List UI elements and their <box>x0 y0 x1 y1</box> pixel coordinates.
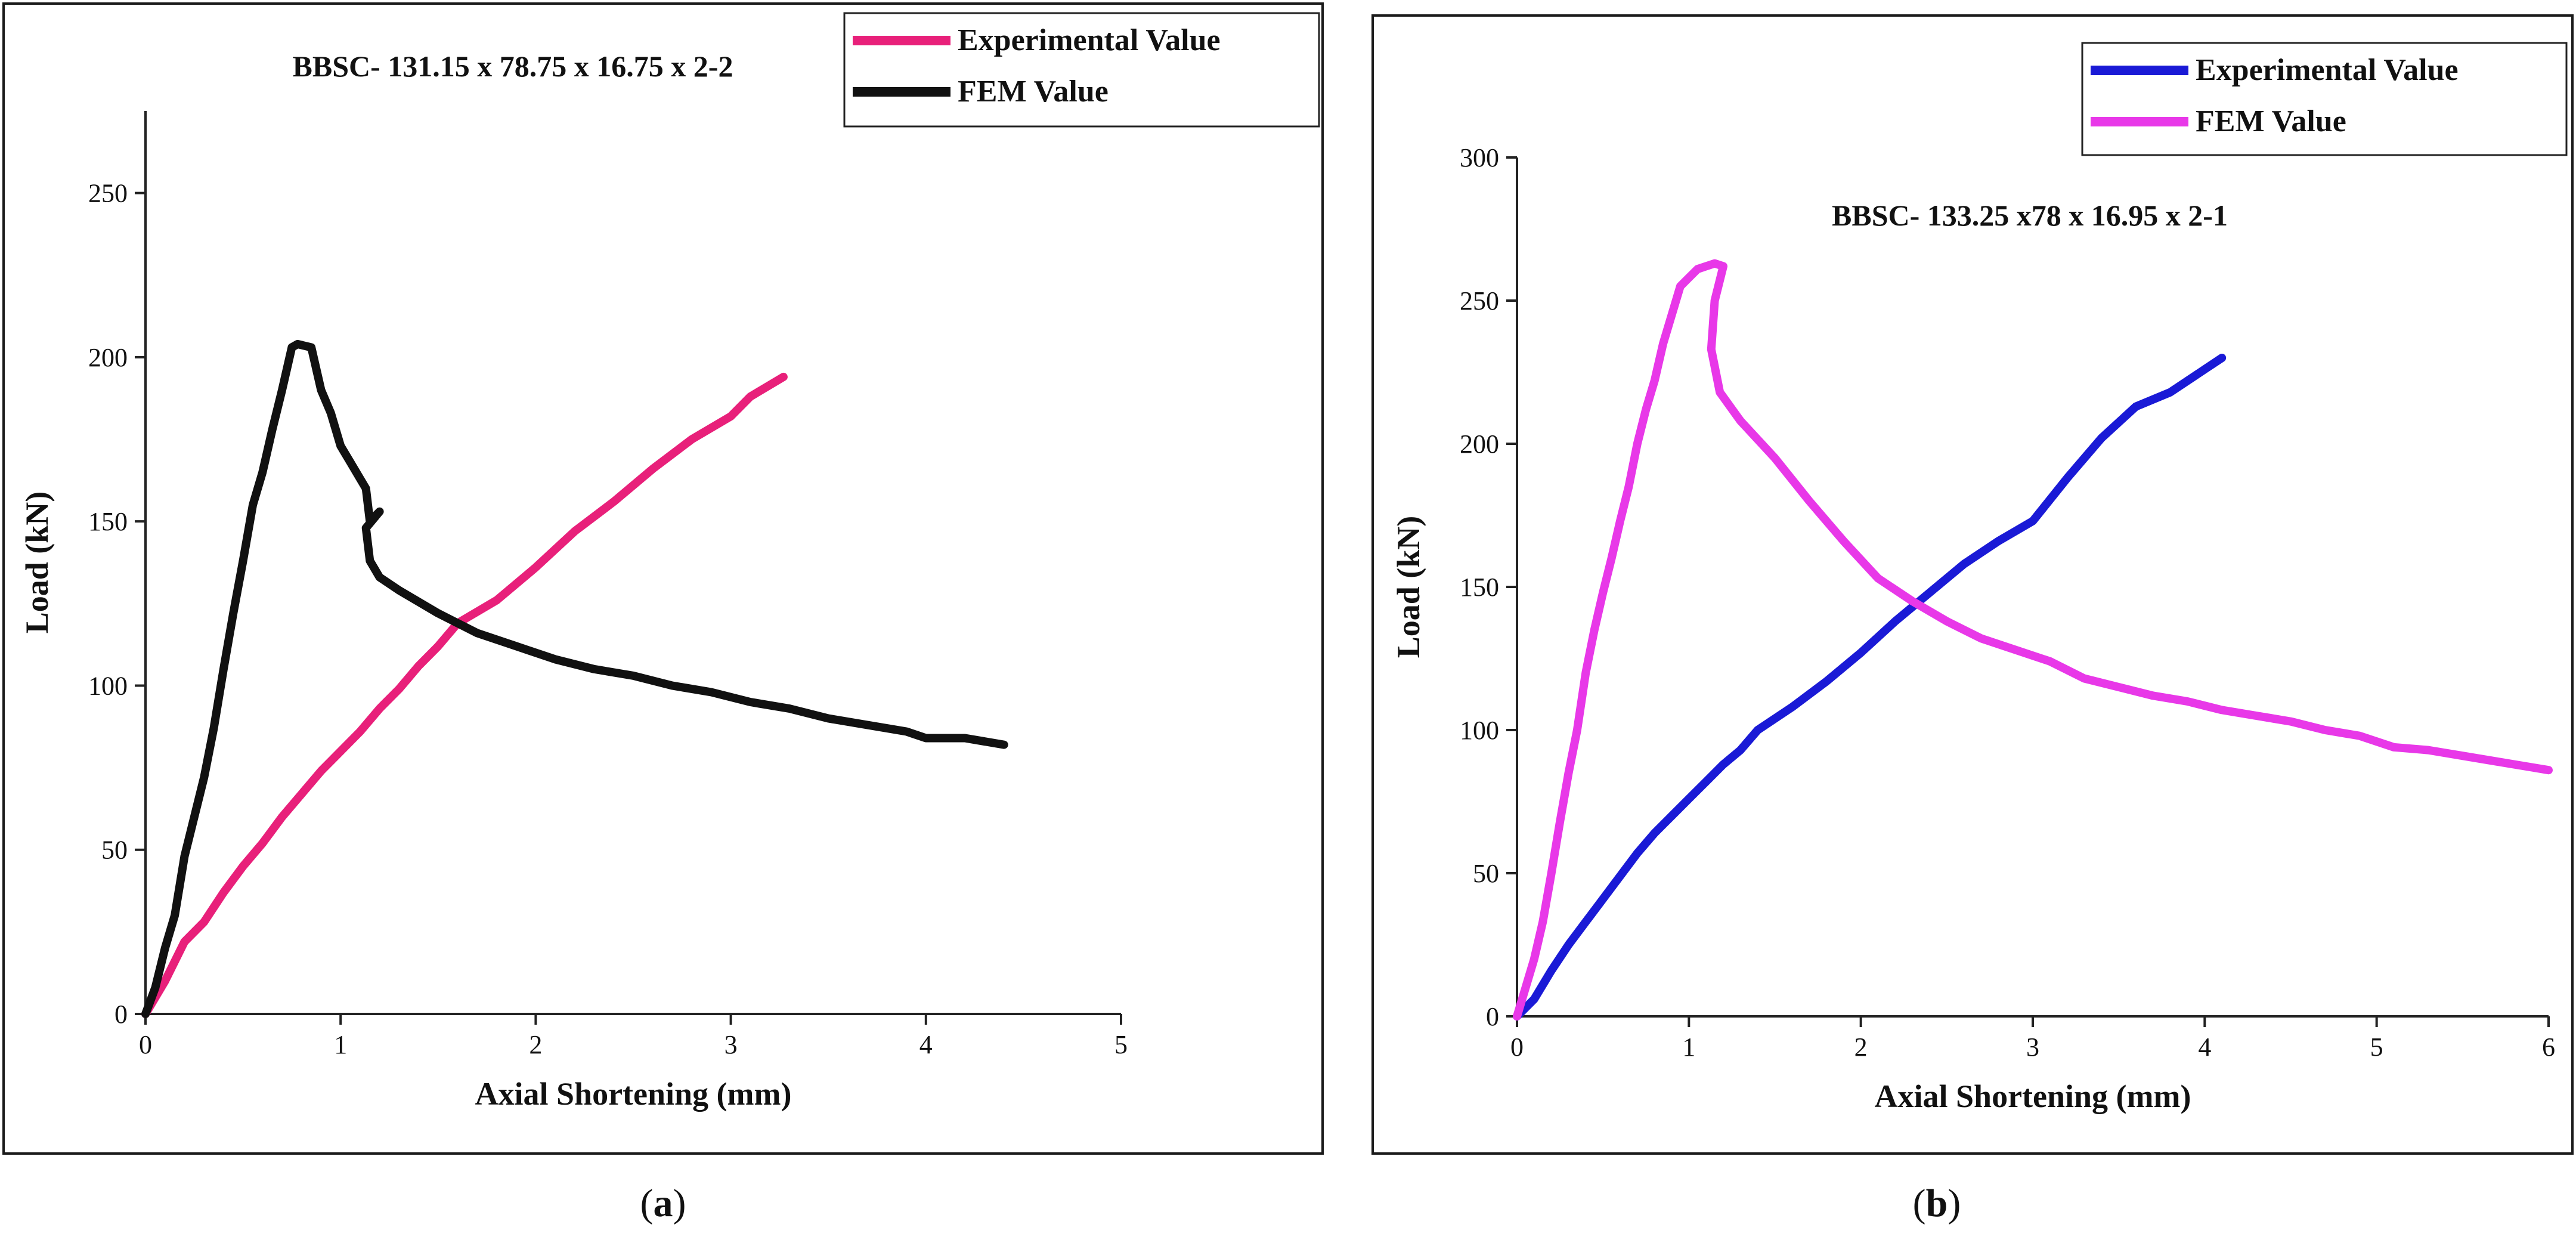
x-tick-label: 1 <box>1682 1032 1695 1062</box>
caption-a: (a) <box>640 1182 686 1225</box>
y-tick-label: 50 <box>101 836 128 865</box>
y-tick-label: 200 <box>88 343 128 372</box>
x-tick-label: 5 <box>2370 1032 2383 1062</box>
chart-b-svg: 0 1 2 3 4 5 6 0 50 100 150 200 250 300 Axial Shortenin… <box>1391 42 2568 1114</box>
series-line-experimental <box>1513 354 2227 1021</box>
y-tick-label: 150 <box>88 507 128 536</box>
y-tick-label: 300 <box>1460 143 1499 172</box>
y-axis-title: Load (kN) <box>19 491 55 634</box>
y-tick-label: 250 <box>88 179 128 208</box>
x-tick-label: 4 <box>2198 1032 2211 1062</box>
x-axis-title: Axial Shortening (mm) <box>475 1076 792 1112</box>
y-tick-label: 150 <box>1460 573 1499 602</box>
legend-label: FEM Value <box>2196 104 2346 138</box>
y-tick-label: 250 <box>1460 286 1499 316</box>
caption-a-letter: a <box>653 1182 673 1225</box>
y-tick-label: 100 <box>1460 716 1499 745</box>
y-tick-label: 100 <box>88 671 128 700</box>
legend-box <box>2081 42 2568 156</box>
y-tick-label: 0 <box>1486 1002 1499 1031</box>
series-line-fem <box>1513 259 2553 1021</box>
caption-b-letter: b <box>1925 1182 1948 1225</box>
caption-b: (b) <box>1912 1182 1961 1225</box>
x-tick-label: 2 <box>529 1030 542 1059</box>
chart-panel-b: 0 1 2 3 4 5 6 0 50 100 150 200 250 300 Axial Shortenin… <box>1371 14 2574 1155</box>
legend-label: Experimental Value <box>958 23 1221 57</box>
x-tick-label: 3 <box>724 1030 738 1059</box>
x-tick-label: 2 <box>1854 1032 1868 1062</box>
x-tick-label: 3 <box>2026 1032 2039 1062</box>
chart-panel-a: 0 1 2 3 4 5 0 50 100 150 200 250 Axial Shortening (m… <box>2 2 1324 1155</box>
x-tick-label: 1 <box>334 1030 347 1059</box>
legend-box <box>843 12 1320 128</box>
x-tick-label: 0 <box>1510 1032 1524 1062</box>
legend-label: Experimental Value <box>2196 53 2459 87</box>
legend-label: FEM Value <box>958 75 1109 109</box>
x-tick-label: 5 <box>1114 1030 1128 1059</box>
x-tick-label: 6 <box>2542 1032 2555 1062</box>
x-tick-label: 4 <box>919 1030 933 1059</box>
y-tick-label: 200 <box>1460 429 1499 459</box>
y-tick-label: 50 <box>1473 859 1499 888</box>
y-tick-label: 0 <box>114 1000 128 1029</box>
chart-title: BBSC- 131.15 x 78.75 x 16.75 x 2-2 <box>293 50 733 83</box>
x-axis-title: Axial Shortening (mm) <box>1875 1078 2191 1114</box>
x-tick-label: 0 <box>139 1030 152 1059</box>
series-line-fem <box>141 339 1008 1018</box>
chart-title: BBSC- 133.25 x78 x 16.95 x 2-1 <box>1832 199 2228 232</box>
y-axis-title: Load (kN) <box>1391 516 1426 658</box>
series-line-experimental <box>141 372 788 1018</box>
